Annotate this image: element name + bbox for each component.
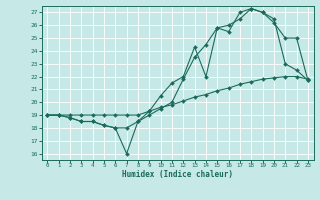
X-axis label: Humidex (Indice chaleur): Humidex (Indice chaleur) [122,170,233,179]
